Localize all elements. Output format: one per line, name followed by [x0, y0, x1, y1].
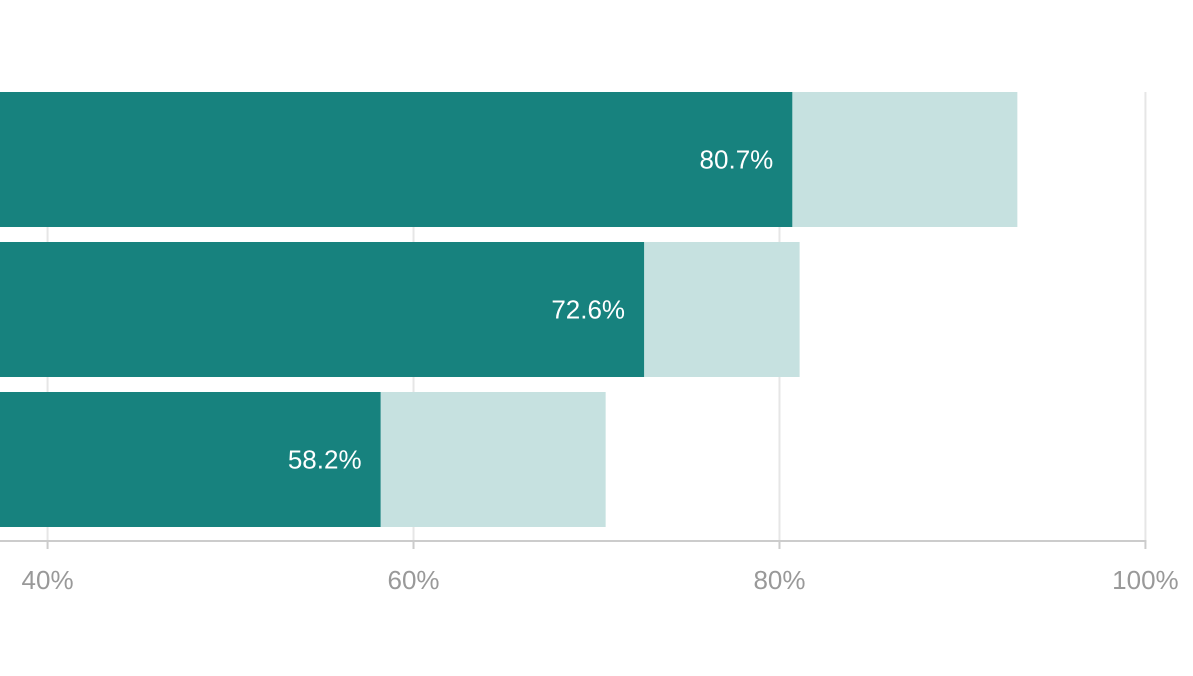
x-tick-label: 60% — [388, 565, 440, 595]
bar — [0, 242, 645, 377]
x-tick-label: 100% — [1112, 565, 1179, 595]
x-tick-label: 40% — [22, 565, 74, 595]
bar — [0, 92, 793, 227]
data-label: 72.6% — [551, 294, 625, 324]
bar — [0, 392, 381, 527]
x-tick-label: 80% — [753, 565, 805, 595]
data-label: 80.7% — [700, 144, 774, 174]
data-label: 58.2% — [288, 444, 362, 474]
